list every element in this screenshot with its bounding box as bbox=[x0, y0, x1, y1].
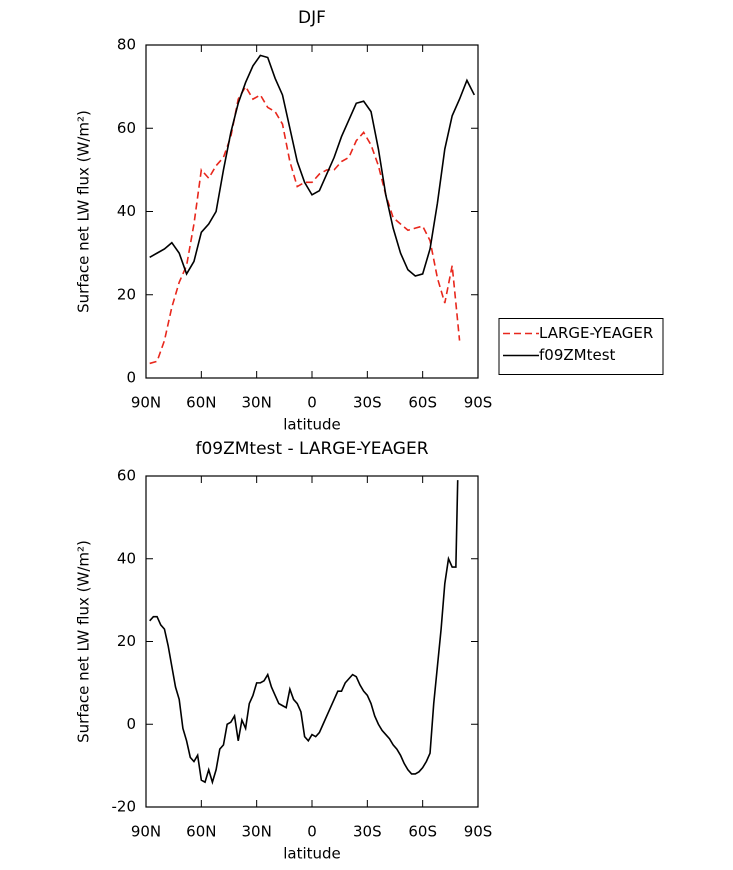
plot-frame bbox=[145, 475, 479, 808]
x-tick-label: 30N bbox=[242, 394, 272, 412]
y-tick-label: 60 bbox=[117, 467, 136, 485]
y-tick-label: 40 bbox=[117, 549, 136, 567]
y-tick-label: 0 bbox=[126, 715, 136, 733]
plot-frame bbox=[145, 44, 479, 379]
y-axis-label: Surface net LW flux (W/m²) bbox=[75, 110, 93, 313]
x-tick-label: 60S bbox=[408, 823, 437, 841]
series-line bbox=[149, 54, 476, 277]
x-tick-label: 30S bbox=[353, 823, 382, 841]
y-tick-label: -20 bbox=[112, 798, 137, 816]
y-axis-label: Surface net LW flux (W/m²) bbox=[75, 540, 93, 743]
chart-title: f09ZMtest - LARGE-YEAGER bbox=[195, 439, 428, 459]
x-tick-label: 0 bbox=[307, 394, 317, 412]
x-tick-label: 90S bbox=[464, 394, 493, 412]
x-tick-label: 60N bbox=[186, 823, 216, 841]
x-tick-label: 90S bbox=[464, 823, 493, 841]
x-tick-label: 90N bbox=[131, 394, 161, 412]
x-tick-label: 30S bbox=[353, 394, 382, 412]
y-tick-label: 20 bbox=[117, 285, 136, 303]
series-line bbox=[149, 480, 459, 785]
y-tick-label: 0 bbox=[126, 369, 136, 387]
y-tick-label: 80 bbox=[117, 36, 136, 54]
x-tick-label: 90N bbox=[131, 823, 161, 841]
y-tick-label: 40 bbox=[117, 202, 136, 220]
series-line bbox=[149, 85, 461, 365]
x-tick-label: 60S bbox=[408, 394, 437, 412]
x-axis-label: latitude bbox=[283, 416, 341, 434]
x-axis-label: latitude bbox=[283, 845, 341, 863]
x-tick-label: 30N bbox=[242, 823, 272, 841]
x-tick-label: 60N bbox=[186, 394, 216, 412]
y-tick-label: 60 bbox=[117, 119, 136, 137]
legend-label: f09ZMtest bbox=[539, 346, 616, 364]
legend-label: LARGE-YEAGER bbox=[539, 324, 653, 342]
y-tick-label: 20 bbox=[117, 632, 136, 650]
legend-box bbox=[498, 318, 664, 375]
x-tick-label: 0 bbox=[307, 823, 317, 841]
chart-title: DJF bbox=[298, 8, 326, 28]
